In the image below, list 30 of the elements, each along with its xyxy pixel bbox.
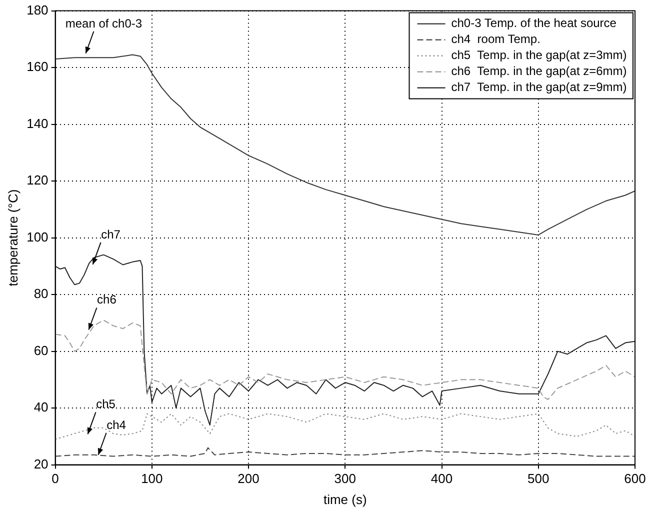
legend-label: ch5 Temp. in the gap(at z=3mm) [451, 48, 627, 62]
legend-label: ch4 room Temp. [451, 32, 540, 46]
y-tick-label: 140 [26, 116, 48, 131]
annotation: ch4 [106, 418, 126, 432]
annotation: ch5 [96, 397, 116, 412]
annotation: mean of ch0-3 [65, 16, 142, 30]
y-tick-label: 120 [26, 172, 48, 188]
y-tick-label: 20 [34, 456, 48, 472]
x-tick-label: 0 [52, 471, 59, 486]
line-series [55, 320, 635, 400]
y-tick-label: 180 [26, 2, 48, 18]
legend-label: ch0-3 Temp. of the heat source [451, 16, 617, 30]
y-axis-title: temperature (°C) [5, 189, 20, 286]
line-series [55, 413, 635, 440]
y-tick-label: 100 [26, 229, 48, 244]
line-series [55, 447, 635, 457]
x-axis-title: time (s) [323, 492, 367, 507]
x-tick-label: 600 [624, 471, 646, 486]
y-tick-label: 80 [34, 286, 48, 302]
x-tick-label: 100 [141, 471, 163, 486]
x-tick-label: 200 [238, 471, 260, 486]
legend-label: ch7 Temp. in the gap(at z=9mm) [451, 80, 627, 94]
y-tick-label: 60 [34, 342, 48, 358]
legend-label: ch6 Temp. in the gap(at z=6mm) [451, 64, 627, 78]
y-tick-label: 160 [26, 59, 48, 74]
x-tick-label: 400 [430, 471, 453, 486]
x-tick-label: 300 [334, 471, 356, 486]
y-tick-label: 40 [34, 400, 48, 415]
x-tick-label: 500 [528, 471, 550, 486]
annotation: ch6 [97, 292, 117, 307]
